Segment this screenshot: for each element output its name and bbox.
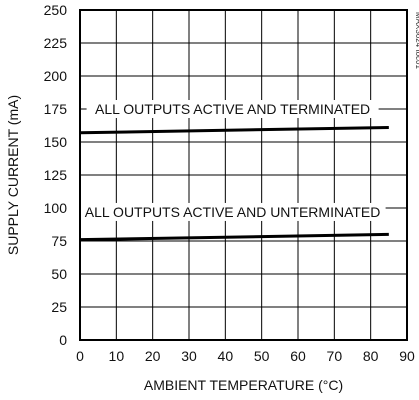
- x-tick-labels: 0 10 20 30 40 50 60 70 80 90: [76, 348, 415, 364]
- y-tick-label: 200: [44, 68, 68, 84]
- x-tick-label: 40: [218, 348, 234, 364]
- x-tick-label: 30: [181, 348, 197, 364]
- y-tick-label: 0: [59, 332, 67, 348]
- series-line: [79, 232, 389, 242]
- x-tick-label: 60: [290, 348, 306, 364]
- x-tick-label: 90: [399, 348, 415, 364]
- chart-id-label: MAX3624 toc01: [414, 12, 419, 69]
- y-tick-label: 75: [51, 233, 67, 249]
- plot-frame: [79, 9, 408, 341]
- x-tick-label: 10: [109, 348, 125, 364]
- x-tick-label: 0: [76, 348, 84, 364]
- x-tick-label: 20: [145, 348, 161, 364]
- y-tick-label: 250: [44, 2, 68, 18]
- y-tick-label: 125: [44, 167, 68, 183]
- series-lines: [79, 125, 389, 242]
- y-tick-label: 25: [51, 299, 67, 315]
- x-tick-label: 80: [363, 348, 379, 364]
- y-tick-label: 50: [51, 266, 67, 282]
- y-tick-labels: 0 25 50 75 100 125 150 175 200 225 250: [44, 2, 68, 348]
- series-label-background: [86, 100, 379, 118]
- y-axis-title: SUPPLY CURRENT (mA): [5, 95, 21, 255]
- x-tick-label: 70: [327, 348, 343, 364]
- y-tick-label: 150: [44, 134, 68, 150]
- series-label: ALL OUTPUTS ACTIVE AND TERMINATED: [95, 101, 370, 117]
- series-label: ALL OUTPUTS ACTIVE AND UNTERMINATED: [85, 204, 381, 220]
- x-tick-label: 50: [254, 348, 270, 364]
- y-tick-label: 100: [44, 200, 68, 216]
- grid: [80, 10, 407, 340]
- y-tick-label: 175: [44, 101, 68, 117]
- y-tick-label: 225: [44, 35, 68, 51]
- series-line: [79, 125, 389, 135]
- series-label-background: [79, 202, 386, 221]
- series-labels: ALL OUTPUTS ACTIVE AND TERMINATED ALL OUT…: [79, 100, 386, 221]
- x-axis-title: AMBIENT TEMPERATURE (°C): [144, 377, 343, 393]
